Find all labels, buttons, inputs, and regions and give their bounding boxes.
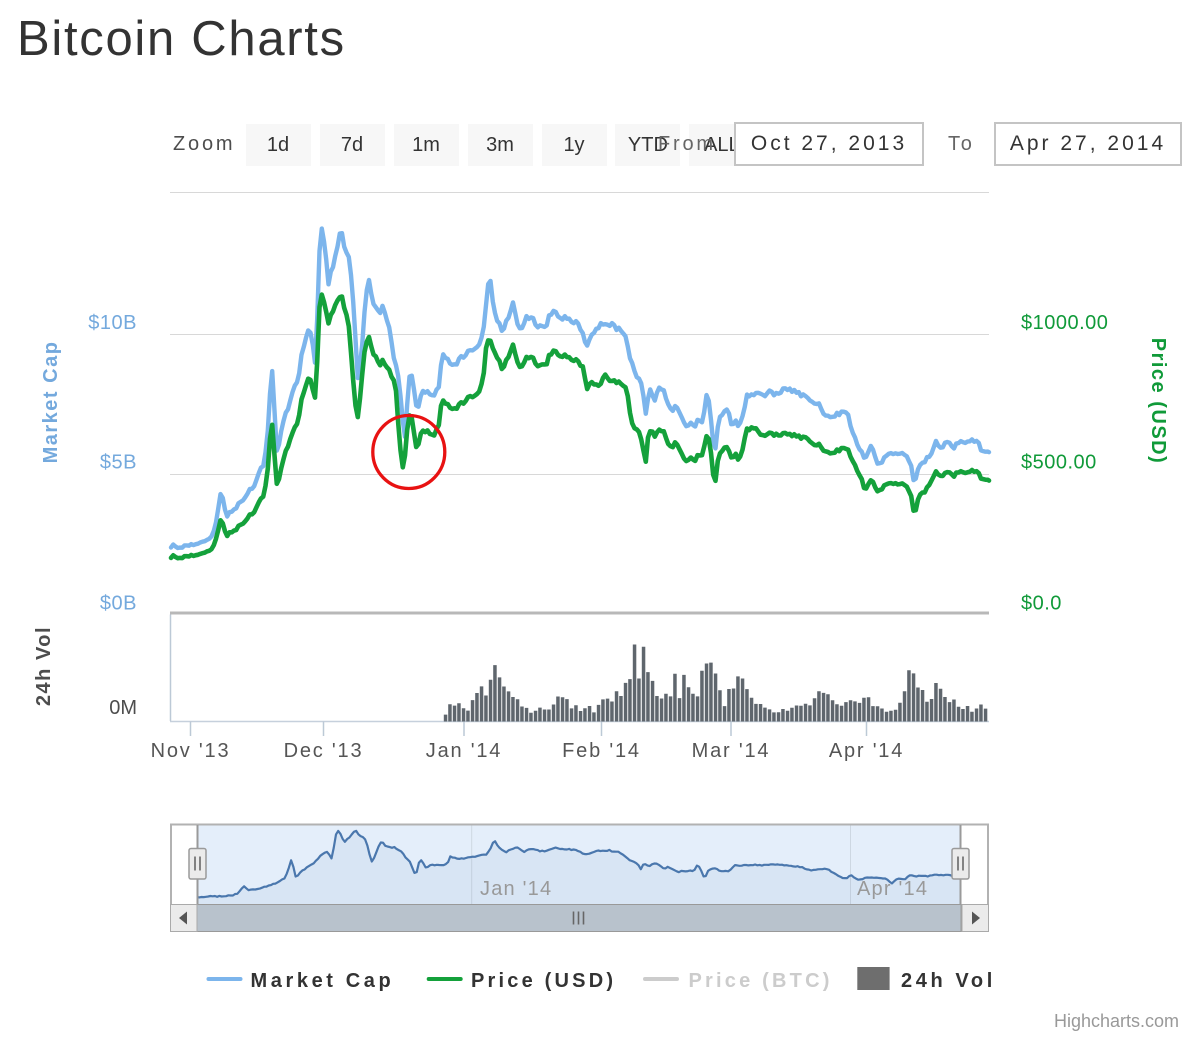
- svg-text:Dec '13: Dec '13: [284, 740, 364, 762]
- svg-text:$0B: $0B: [100, 593, 137, 615]
- svg-text:Apr '14: Apr '14: [857, 878, 928, 900]
- svg-text:Jan '14: Jan '14: [426, 740, 502, 762]
- svg-text:Market Cap: Market Cap: [40, 341, 62, 464]
- svg-text:Price (BTC): Price (BTC): [689, 970, 833, 992]
- svg-text:Nov '13: Nov '13: [151, 740, 231, 762]
- svg-text:Market Cap: Market Cap: [251, 970, 395, 992]
- svg-text:Price (USD): Price (USD): [1147, 338, 1169, 465]
- svg-text:$0.0: $0.0: [1021, 593, 1062, 615]
- svg-text:$5B: $5B: [100, 452, 137, 474]
- svg-text:Feb '14: Feb '14: [562, 740, 641, 762]
- svg-text:Highcharts.com: Highcharts.com: [1054, 1011, 1179, 1031]
- svg-text:24h Vol: 24h Vol: [901, 970, 996, 992]
- svg-text:Price (USD): Price (USD): [471, 970, 616, 992]
- svg-text:$500.00: $500.00: [1021, 452, 1097, 474]
- svg-text:0M: 0M: [109, 697, 137, 719]
- svg-text:24h Vol: 24h Vol: [33, 626, 55, 706]
- svg-text:Jan '14: Jan '14: [480, 878, 552, 900]
- svg-text:$10B: $10B: [88, 312, 137, 334]
- svg-text:Apr '14: Apr '14: [829, 740, 904, 762]
- svg-text:$1000.00: $1000.00: [1021, 312, 1108, 334]
- svg-text:Mar '14: Mar '14: [692, 740, 771, 762]
